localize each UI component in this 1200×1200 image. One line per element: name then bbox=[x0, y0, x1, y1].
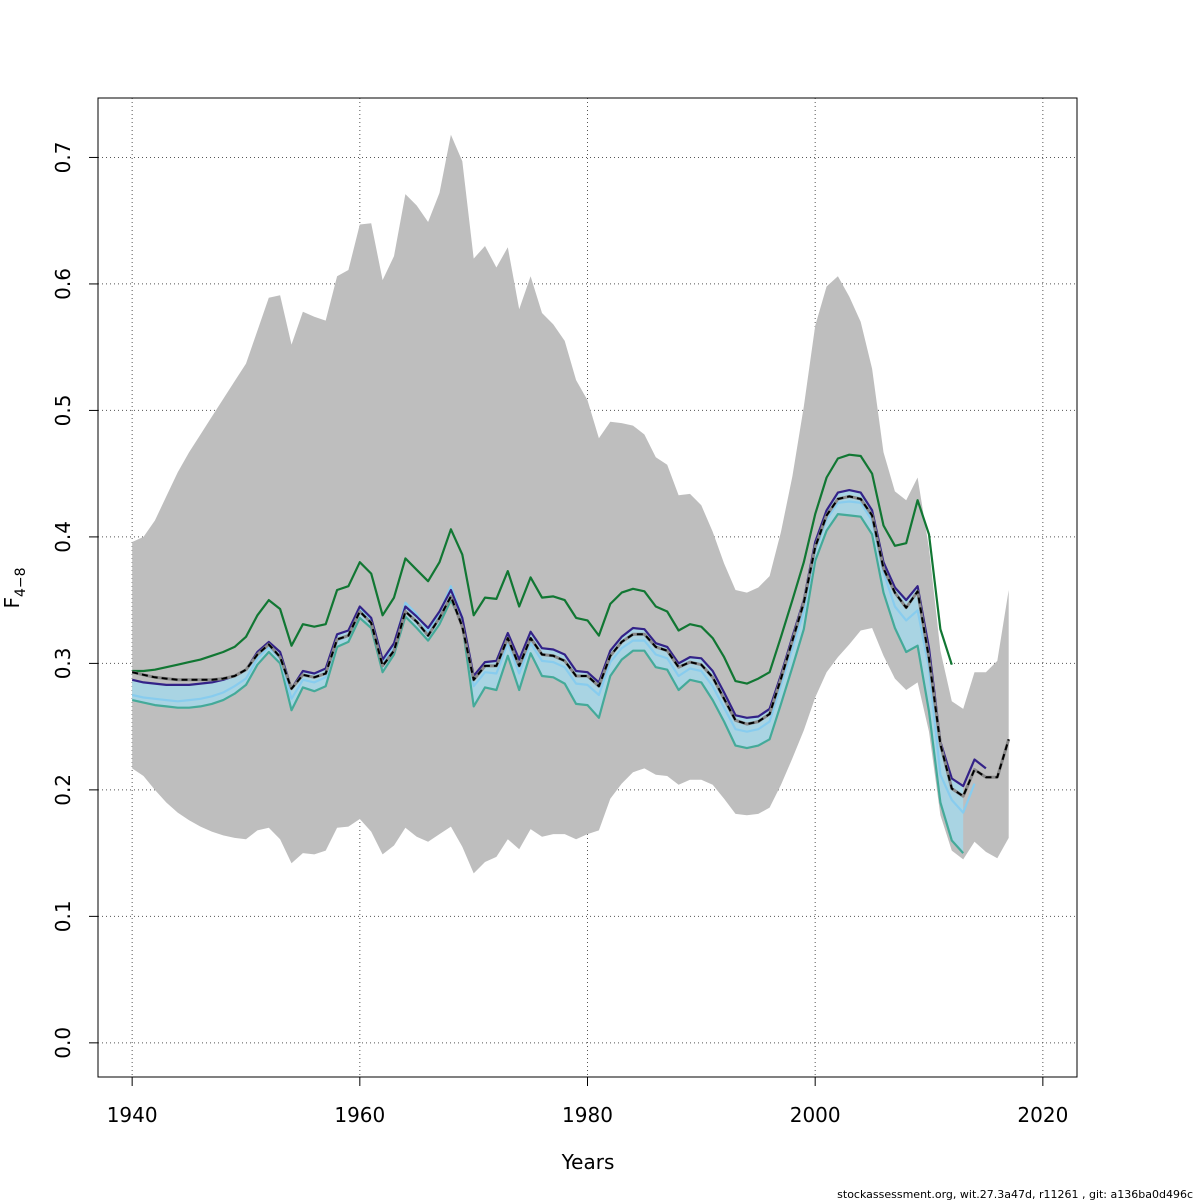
y-axis: 0.0 0.1 0.2 0.3 0.4 0.5 0.6 0.7 bbox=[51, 142, 98, 1059]
y-axis-title-subscript: 4−8 bbox=[13, 567, 29, 597]
series-line-green bbox=[132, 453, 953, 685]
series-line-purple bbox=[131, 489, 987, 788]
x-axis-title: Years bbox=[561, 1150, 615, 1174]
y-tick-label-group-0.2: 0.2 bbox=[51, 774, 75, 806]
x-tick-label-1960: 1960 bbox=[334, 1103, 385, 1127]
x-tick-label-1940: 1940 bbox=[107, 1103, 158, 1127]
y-tick-label-0.4: 0.4 bbox=[51, 521, 75, 553]
series-lines-layer bbox=[131, 453, 1011, 854]
y-tick-label-0.0: 0.0 bbox=[51, 1027, 75, 1059]
x-tick-label-1980: 1980 bbox=[562, 1103, 613, 1127]
inner-band bbox=[132, 490, 964, 854]
y-tick-label-group-0.1: 0.1 bbox=[51, 900, 75, 932]
y-tick-label-group-0.6: 0.6 bbox=[51, 268, 75, 300]
x-tick-label-2000: 2000 bbox=[790, 1103, 841, 1127]
x-tick-label-2020: 2020 bbox=[1017, 1103, 1068, 1127]
y-tick-label-group-0.5: 0.5 bbox=[51, 395, 75, 427]
x-axis: 1940 1960 1980 2000 2020 bbox=[107, 1077, 1068, 1127]
y-tick-label-0.6: 0.6 bbox=[51, 268, 75, 300]
confidence-band-layer bbox=[132, 134, 1009, 874]
y-tick-label-group-0.3: 0.3 bbox=[51, 647, 75, 679]
y-tick-label-group-0.0: 0.0 bbox=[51, 1027, 75, 1059]
y-tick-label-0.1: 0.1 bbox=[51, 900, 75, 932]
y-tick-label-0.7: 0.7 bbox=[51, 142, 75, 174]
y-tick-label-0.3: 0.3 bbox=[51, 647, 75, 679]
footer-credit: stockassessment.org, wit.27.3a47d, r1126… bbox=[837, 1188, 1193, 1200]
y-tick-label-group-0.7: 0.7 bbox=[51, 142, 75, 174]
confidence-band bbox=[132, 134, 1009, 874]
svg-text:F4−8: F4−8 bbox=[0, 567, 29, 608]
y-tick-label-0.5: 0.5 bbox=[51, 395, 75, 427]
y-axis-title-main: F bbox=[0, 597, 24, 609]
series-line-black bbox=[131, 495, 1010, 798]
y-tick-label-0.2: 0.2 bbox=[51, 774, 75, 806]
series-line-teal bbox=[131, 512, 965, 854]
y-tick-label-group-0.4: 0.4 bbox=[51, 521, 75, 553]
y-axis-title: F4−8 bbox=[0, 567, 29, 608]
